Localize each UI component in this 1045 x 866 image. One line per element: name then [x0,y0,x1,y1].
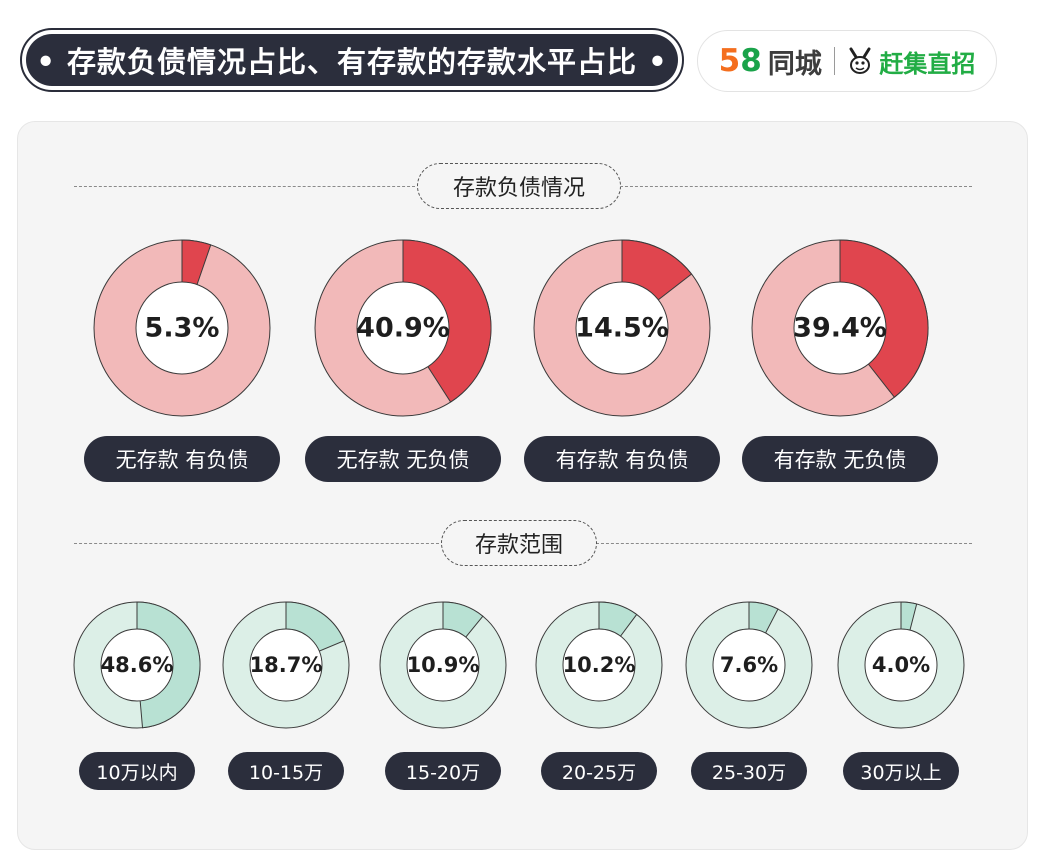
donut-0-3: 39.4% [751,239,929,417]
donut-value-label: 18.7% [250,653,323,677]
donut-value-label: 40.9% [356,313,450,344]
category-label: 15-20万 [385,752,501,790]
category-label: 有存款 有负债 [524,436,720,482]
donut-hole [793,281,887,375]
donut-value-label: 10.2% [563,653,636,677]
donut-1-0: 48.6% [73,601,201,729]
donut-1-1: 18.7% [222,601,350,729]
logo-58: 58 [718,43,762,79]
donut-hole [356,281,450,375]
donut-1-4: 7.6% [685,601,813,729]
category-label: 有存款 无负债 [742,436,938,482]
category-label: 25-30万 [691,752,807,790]
donut-hole [562,628,636,702]
category-label: 30万以上 [843,752,959,790]
category-label: 20-25万 [541,752,657,790]
donut-0-1: 40.9% [314,239,492,417]
donut-value-label: 10.9% [407,653,480,677]
section-divider-right [596,543,972,544]
donut-hole [864,628,938,702]
logo-ganji: 赶集直招 [879,49,976,78]
section-title-range: 存款范围 [441,520,597,566]
donut-value-label: 5.3% [145,313,220,344]
donut-1-2: 10.9% [379,601,507,729]
donut-0-0: 5.3% [93,239,271,417]
logo-separator [833,47,836,75]
section-divider-left [74,186,420,187]
ganji-goat-icon [849,47,871,74]
category-label: 无存款 无负债 [305,436,501,482]
brand-logo: 58 同城 赶集直招 [697,30,997,92]
donut-hole [406,628,480,702]
section-divider-right [620,186,972,187]
donut-1-5: 4.0% [837,601,965,729]
donut-1-3: 10.2% [535,601,663,729]
page-title: • 存款负债情况占比、有存款的存款水平占比 • [26,34,678,86]
section-title-debt: 存款负债情况 [417,163,621,209]
logo-tongcheng: 同城 [767,48,822,80]
category-label: 10万以内 [79,752,195,790]
section-divider-left [74,543,444,544]
donut-hole [249,628,323,702]
donut-value-label: 48.6% [101,653,174,677]
donut-hole [100,628,174,702]
category-label: 10-15万 [228,752,344,790]
title-banner: • 存款负债情况占比、有存款的存款水平占比 • [20,28,684,92]
donut-value-label: 7.6% [720,653,778,677]
category-label: 无存款 有负债 [84,436,280,482]
donut-value-label: 14.5% [575,313,669,344]
donut-0-2: 14.5% [533,239,711,417]
donut-hole [575,281,669,375]
donut-hole [712,628,786,702]
donut-hole [135,281,229,375]
donut-value-label: 39.4% [793,313,887,344]
donut-value-label: 4.0% [872,653,930,677]
